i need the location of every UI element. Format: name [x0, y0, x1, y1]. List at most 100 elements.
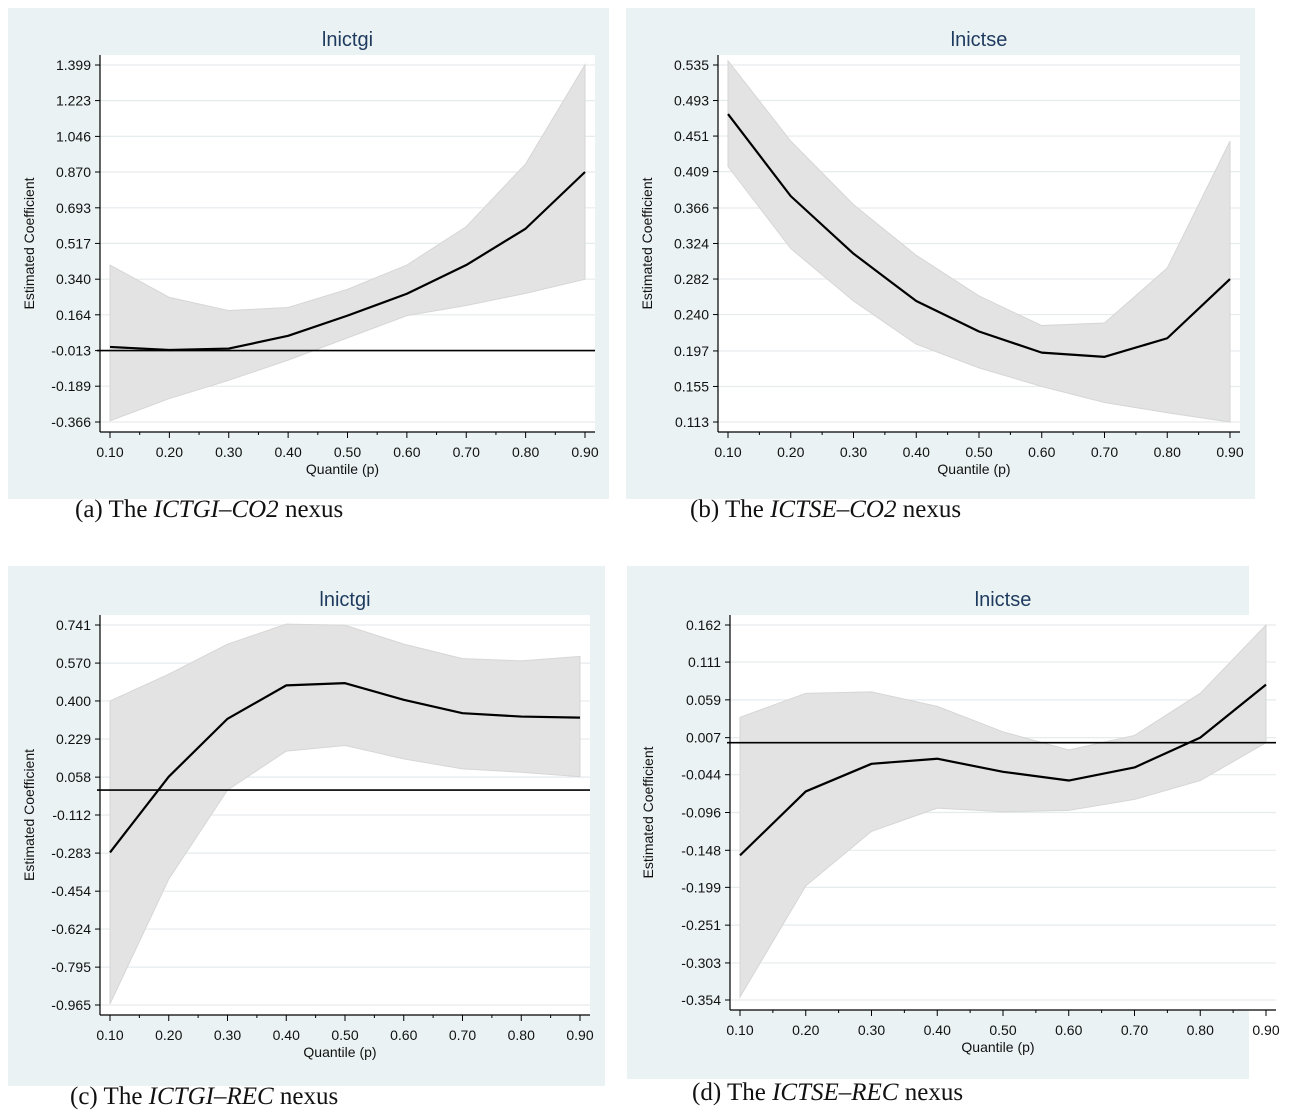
x-tick-label: 0.30	[858, 1022, 885, 1038]
x-tick-label: 0.40	[275, 444, 302, 460]
x-tick-label: 0.80	[1187, 1022, 1214, 1038]
x-tick-label: 0.70	[449, 1027, 476, 1043]
x-axis-label: Quantile (p)	[303, 1044, 376, 1060]
y-tick-label: 0.059	[686, 692, 721, 708]
x-tick-label: 0.70	[1121, 1022, 1148, 1038]
y-tick-label: 0.113	[675, 414, 709, 430]
y-tick-label: 0.111	[688, 654, 721, 670]
x-tick-label: 0.90	[1252, 1022, 1279, 1038]
figure-caption: (c) The ICTGI–REC nexus	[70, 1083, 338, 1111]
figure-caption: (a) The ICTGI–CO2 nexus	[75, 496, 343, 524]
confidence-band	[109, 62, 586, 422]
y-tick-label: 0.693	[56, 200, 91, 216]
y-tick-label: -0.366	[51, 414, 91, 430]
panel-title: lnictse	[951, 29, 1008, 51]
x-tick-label: 0.60	[1055, 1022, 1082, 1038]
y-tick-label: -0.624	[51, 921, 91, 937]
y-tick-label: -0.795	[51, 959, 91, 975]
x-tick-label: 0.90	[571, 444, 598, 460]
y-tick-label: 0.340	[56, 271, 91, 287]
y-tick-label: 0.400	[56, 693, 91, 709]
y-tick-label: 0.517	[56, 235, 91, 251]
y-tick-label: 0.164	[56, 307, 91, 323]
x-tick-label: 0.40	[924, 1022, 951, 1038]
panel-title: lnictgi	[322, 29, 373, 51]
y-tick-label: -0.251	[681, 917, 721, 933]
x-tick-label: 0.60	[390, 1027, 417, 1043]
x-tick-label: 0.90	[566, 1027, 593, 1043]
caption-suffix: nexus	[896, 496, 962, 523]
x-tick-label: 0.50	[331, 1027, 358, 1043]
y-tick-label: 0.240	[674, 307, 709, 323]
y-tick-label: -0.965	[51, 997, 91, 1013]
y-tick-label: 1.399	[56, 57, 91, 73]
y-tick-label: -0.354	[681, 992, 721, 1008]
y-tick-label: 0.366	[674, 200, 709, 216]
figure-caption: (b) The ICTSE–CO2 nexus	[690, 496, 961, 524]
caption-prefix: (b) The	[690, 496, 771, 523]
y-tick-label: 0.197	[674, 343, 709, 359]
y-tick-label: 0.535	[674, 57, 709, 73]
y-tick-label: 0.324	[674, 236, 709, 252]
x-tick-label: 0.10	[96, 1027, 123, 1043]
y-tick-label: 0.162	[686, 617, 721, 633]
y-tick-label: -0.303	[681, 955, 721, 971]
y-tick-label: -0.454	[51, 883, 91, 899]
x-tick-label: 0.10	[714, 444, 741, 460]
caption-variables: ICTGI–CO2	[153, 496, 279, 523]
y-tick-label: 0.493	[674, 93, 709, 109]
x-tick-label: 0.30	[840, 444, 867, 460]
x-axis-label: Quantile (p)	[306, 461, 379, 477]
caption-suffix: nexus	[898, 1079, 964, 1106]
x-axis-label: Quantile (p)	[937, 461, 1010, 477]
y-tick-label: 0.451	[674, 128, 709, 144]
x-tick-label: 0.80	[1154, 444, 1181, 460]
y-tick-label: 1.223	[56, 93, 91, 109]
y-tick-label: -0.148	[681, 842, 721, 858]
caption-suffix: nexus	[278, 496, 344, 523]
x-tick-label: 0.40	[903, 444, 930, 460]
x-tick-label: 0.20	[792, 1022, 819, 1038]
y-axis-label: Estimated Coefficient	[639, 177, 655, 309]
y-tick-label: 0.870	[56, 164, 91, 180]
x-tick-label: 0.10	[726, 1022, 753, 1038]
y-tick-label: -0.283	[51, 845, 91, 861]
y-tick-label: 0.155	[674, 378, 709, 394]
x-tick-label: 0.40	[273, 1027, 300, 1043]
x-tick-label: 0.70	[1091, 444, 1118, 460]
y-tick-label: 0.741	[56, 617, 91, 633]
y-tick-label: -0.013	[51, 343, 91, 359]
caption-prefix: (a) The	[75, 496, 154, 523]
x-tick-label: 0.20	[156, 444, 183, 460]
confidence-band	[727, 59, 1231, 423]
x-tick-label: 0.50	[965, 444, 992, 460]
caption-variables: ICTSE–CO2	[770, 496, 897, 523]
x-tick-label: 0.70	[453, 444, 480, 460]
x-tick-label: 0.30	[215, 444, 242, 460]
y-tick-label: 0.282	[674, 271, 709, 287]
x-axis-label: Quantile (p)	[961, 1039, 1034, 1055]
y-axis-label: Estimated Coefficient	[21, 177, 37, 309]
y-tick-label: -0.199	[681, 879, 721, 895]
y-tick-label: 1.046	[56, 128, 91, 144]
y-tick-label: 0.007	[686, 730, 721, 746]
caption-variables: ICTSE–REC	[772, 1079, 899, 1106]
y-tick-label: -0.189	[51, 378, 91, 394]
x-tick-label: 0.60	[393, 444, 420, 460]
caption-suffix: nexus	[273, 1083, 339, 1110]
x-tick-label: 0.30	[214, 1027, 241, 1043]
caption-prefix: (c) The	[70, 1083, 149, 1110]
y-tick-label: 0.229	[56, 731, 91, 747]
y-tick-label: -0.096	[681, 805, 721, 821]
y-tick-label: 0.058	[56, 769, 91, 785]
y-axis-label: Estimated Coefficient	[21, 749, 37, 881]
y-tick-label: -0.112	[52, 807, 91, 823]
x-tick-label: 0.50	[989, 1022, 1016, 1038]
panel-title: lnictgi	[319, 589, 370, 611]
caption-prefix: (d) The	[692, 1079, 773, 1106]
figure-caption: (d) The ICTSE–REC nexus	[692, 1079, 963, 1107]
